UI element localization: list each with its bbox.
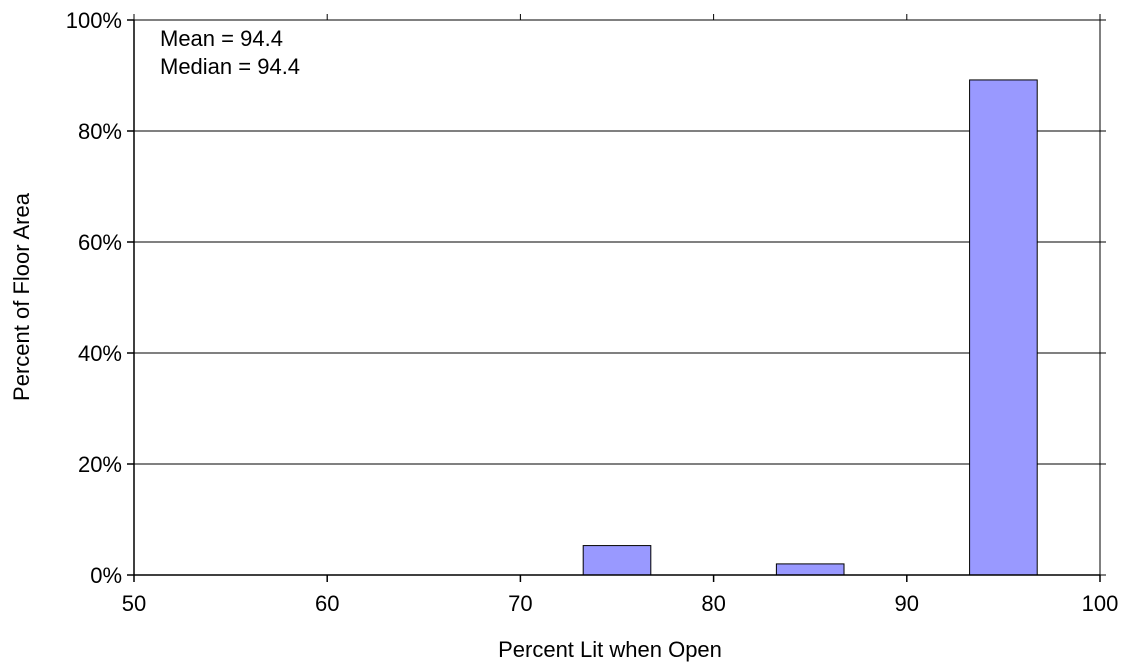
median-annotation: Median = 94.4 bbox=[160, 54, 300, 79]
tick-labels: 50 60 70 80 90 100 0% 20% 40% 60% 80% 100% bbox=[66, 8, 1119, 616]
mean-annotation: Mean = 94.4 bbox=[160, 26, 283, 51]
x-tick-label-50: 50 bbox=[122, 591, 146, 616]
x-tick-label-60: 60 bbox=[315, 591, 339, 616]
bar-85 bbox=[775, 563, 845, 576]
x-axis-title: Percent Lit when Open bbox=[498, 637, 722, 662]
annotation-box: Mean = 94.4 Median = 94.4 bbox=[160, 26, 300, 79]
y-tick-label-40: 40% bbox=[78, 341, 122, 366]
y-tick-label-60: 60% bbox=[78, 230, 122, 255]
bar-75 bbox=[582, 545, 652, 576]
grid-lines bbox=[134, 19, 1100, 465]
x-tick-label-90: 90 bbox=[895, 591, 919, 616]
axes bbox=[127, 14, 1106, 582]
y-tick-label-0: 0% bbox=[90, 563, 122, 588]
y-tick-label-80: 80% bbox=[78, 119, 122, 144]
y-axis-title: Percent of Floor Area bbox=[9, 192, 34, 401]
bars bbox=[582, 79, 1038, 576]
x-tick-label-100: 100 bbox=[1082, 591, 1119, 616]
x-tick-label-80: 80 bbox=[701, 591, 725, 616]
x-tick-label-70: 70 bbox=[508, 591, 532, 616]
y-tick-label-20: 20% bbox=[78, 452, 122, 477]
bar-95 bbox=[969, 79, 1038, 576]
y-tick-label-100: 100% bbox=[66, 8, 122, 33]
